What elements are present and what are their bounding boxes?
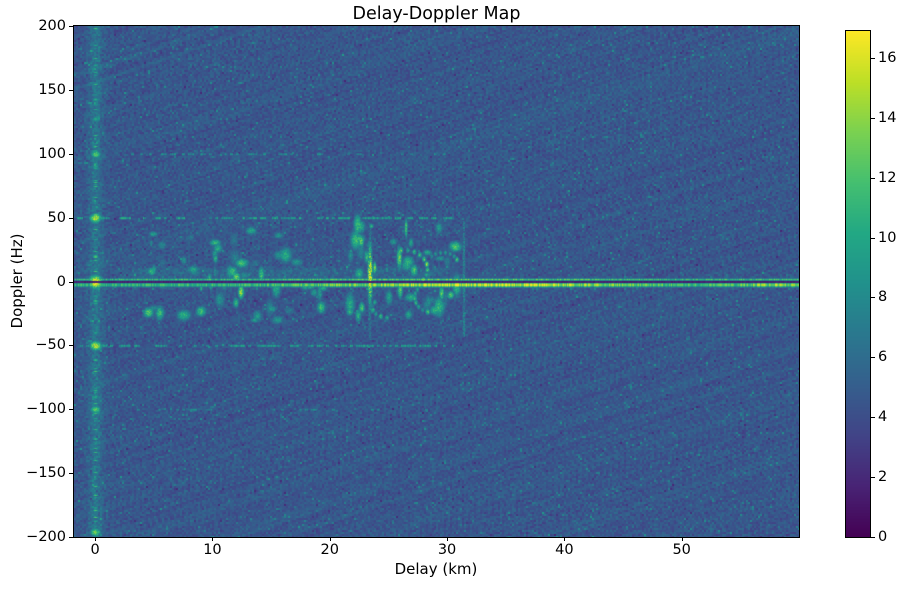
plot-area (73, 25, 800, 538)
y-tick (69, 345, 73, 347)
x-tick (447, 537, 449, 541)
y-tick (69, 537, 73, 538)
colorbar-tick-label: 16 (878, 49, 897, 66)
colorbar-tick (871, 297, 875, 299)
colorbar-tick-label: 12 (878, 169, 897, 186)
colorbar-tick-label: 10 (878, 229, 897, 246)
colorbar-tick (871, 357, 875, 359)
y-tick (69, 217, 73, 219)
colorbar-gradient (846, 31, 870, 537)
y-tick-label: −150 (26, 465, 66, 482)
colorbar-tick-label: 8 (878, 289, 888, 306)
x-tick (564, 537, 566, 541)
y-tick (69, 281, 73, 283)
colorbar-tick (871, 477, 875, 479)
x-tick (212, 537, 214, 541)
y-tick (69, 409, 73, 411)
colorbar-tick-label: 2 (878, 469, 888, 486)
x-tick-label: 30 (437, 542, 457, 558)
x-tick (95, 537, 97, 541)
x-tick-label: 10 (203, 542, 222, 558)
x-tick-label: 50 (672, 542, 691, 558)
y-tick-label: 50 (47, 209, 66, 226)
y-tick-label: 100 (38, 145, 66, 162)
x-axis-label: Delay (km) (394, 560, 478, 578)
colorbar-frame (845, 30, 871, 538)
y-tick (69, 26, 73, 27)
x-tick-label: 40 (555, 542, 574, 558)
colorbar-tick (871, 117, 875, 119)
chart-title: Delay-Doppler Map (352, 4, 521, 24)
colorbar-tick (871, 417, 875, 419)
y-tick-label: −100 (26, 401, 66, 418)
y-tick (69, 473, 73, 475)
delay-doppler-heatmap (74, 26, 799, 537)
colorbar-tick (871, 57, 875, 59)
y-tick-label: 150 (38, 81, 66, 98)
colorbar-tick (871, 237, 875, 239)
x-tick (681, 537, 683, 541)
y-tick-label: 200 (38, 18, 66, 34)
colorbar-tick-label: 0 (878, 529, 888, 545)
y-tick (69, 153, 73, 155)
x-tick (329, 537, 331, 541)
y-tick-label: −200 (26, 529, 66, 545)
y-tick-label: −50 (35, 337, 66, 354)
colorbar-tick-label: 4 (878, 409, 888, 426)
x-tick-label: 0 (90, 542, 100, 558)
colorbar-tick (871, 177, 875, 179)
colorbar-tick (871, 537, 875, 538)
colorbar-tick-label: 6 (878, 349, 888, 366)
x-tick-label: 20 (320, 542, 339, 558)
colorbar-tick-label: 14 (878, 109, 897, 126)
y-tick (69, 89, 73, 91)
y-tick-label: 0 (56, 273, 66, 290)
